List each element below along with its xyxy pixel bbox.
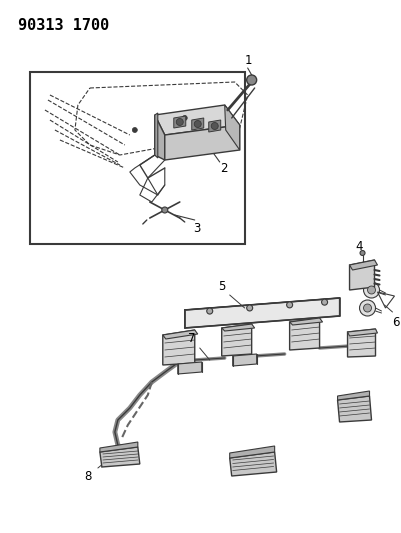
Circle shape xyxy=(358,300,375,316)
Polygon shape xyxy=(154,105,239,135)
Text: 5: 5 xyxy=(218,280,225,293)
Polygon shape xyxy=(349,260,377,270)
Polygon shape xyxy=(184,298,339,315)
Circle shape xyxy=(182,116,187,120)
Polygon shape xyxy=(349,260,374,290)
Circle shape xyxy=(176,118,183,125)
Circle shape xyxy=(367,286,375,294)
Text: 6: 6 xyxy=(391,316,399,329)
Circle shape xyxy=(161,207,167,213)
Circle shape xyxy=(363,304,371,312)
Circle shape xyxy=(246,305,252,311)
Circle shape xyxy=(194,120,201,127)
Polygon shape xyxy=(347,329,375,357)
Polygon shape xyxy=(289,318,319,350)
Polygon shape xyxy=(162,330,194,365)
Text: 7: 7 xyxy=(188,332,195,345)
Polygon shape xyxy=(337,391,369,400)
Circle shape xyxy=(211,123,218,130)
Text: 4: 4 xyxy=(355,240,363,253)
Text: 90313 1700: 90313 1700 xyxy=(18,18,109,33)
Polygon shape xyxy=(347,329,377,336)
Polygon shape xyxy=(224,105,239,150)
Circle shape xyxy=(359,251,364,255)
Polygon shape xyxy=(154,115,164,160)
Polygon shape xyxy=(184,298,339,328)
Polygon shape xyxy=(191,118,203,130)
Polygon shape xyxy=(221,324,254,331)
Circle shape xyxy=(246,75,256,85)
Text: 2: 2 xyxy=(219,162,227,175)
Polygon shape xyxy=(162,330,197,339)
Polygon shape xyxy=(208,120,220,132)
Text: 8: 8 xyxy=(84,470,92,483)
Polygon shape xyxy=(30,72,244,244)
Polygon shape xyxy=(164,125,239,160)
Polygon shape xyxy=(173,116,185,128)
Polygon shape xyxy=(337,396,371,422)
Text: 1: 1 xyxy=(244,54,251,67)
Polygon shape xyxy=(154,113,158,158)
Polygon shape xyxy=(232,354,256,366)
Polygon shape xyxy=(229,452,276,476)
Circle shape xyxy=(321,299,327,305)
Polygon shape xyxy=(289,318,322,325)
Polygon shape xyxy=(221,324,251,356)
Text: 3: 3 xyxy=(192,222,200,235)
Polygon shape xyxy=(99,447,140,467)
Polygon shape xyxy=(99,442,138,452)
Circle shape xyxy=(286,302,292,308)
Polygon shape xyxy=(229,446,274,458)
Polygon shape xyxy=(177,362,201,374)
Circle shape xyxy=(206,308,212,314)
Circle shape xyxy=(363,282,379,298)
Circle shape xyxy=(132,127,137,133)
